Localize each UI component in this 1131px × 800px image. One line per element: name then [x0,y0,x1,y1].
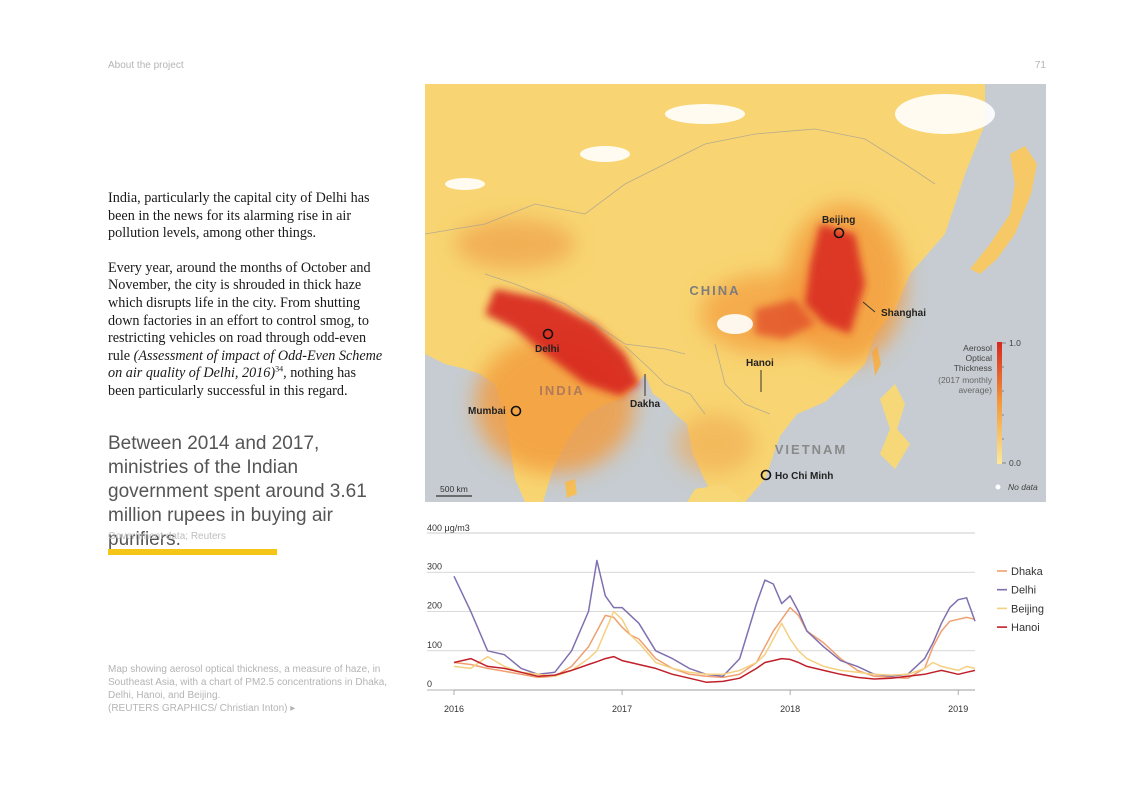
map-label-india: INDIA [539,383,584,398]
legend-gradient [997,342,1002,464]
figure-caption: Map showing aerosol optical thickness, a… [108,663,398,715]
chart-lines [453,559,976,683]
map-borders [425,128,936,415]
marker-beijing [833,227,845,239]
x-tick-label-2018: 2018 [780,704,800,714]
map-haze-high [485,224,865,396]
scale-label: 500 km [440,484,468,494]
series-line-hanoi [453,655,976,683]
map-haze-mid [455,204,905,474]
marker-ho-chi-minh [760,469,772,481]
y-tick-label-0: 0 [427,679,432,689]
city-label-beijing: Beijing [822,215,855,226]
map-legend: Aerosol Optical Thickness (2017 monthly … [938,338,1038,492]
body-text: India, particularly the capital city of … [108,190,383,418]
paragraph-1: India, particularly the capital city of … [108,190,370,242]
caption-credit[interactable]: (REUTERS GRAPHICS/ Christian Inton) ▸ [108,703,296,714]
y-tick-label-200: 200 [427,601,442,611]
map-japan [970,146,1037,274]
series-line-dhaka [453,606,976,679]
x-tick-label-2017: 2017 [612,704,632,714]
legend-label-beijing: Beijing [1011,603,1044,615]
footnote-ref[interactable]: 34 [275,364,284,374]
no-data-swatch [995,484,1001,490]
paragraph-2: Every year, around the months of October… [108,260,383,401]
pull-quote: Between 2014 and 2017, ministries of the… [108,433,367,550]
city-label-delhi: Delhi [535,344,560,355]
map-city-markers [510,227,845,481]
legend-title-1: Aerosol [963,343,992,353]
legend-label-delhi: Delhi [1011,585,1036,597]
map-philippines [880,384,910,469]
legend-max: 1.0 [1009,338,1021,348]
quote-source: Government data; Reuters [108,531,226,542]
leader-shanghai [862,301,876,313]
map-svg: CHINA INDIA VIETNAM Beijing Shanghai Del… [425,84,1046,502]
chart-grid: 0 100 200 300 [427,532,975,691]
caption-text: Map showing aerosol optical thickness, a… [108,664,388,701]
city-label-shanghai: Shanghai [881,308,926,319]
map-no-data-areas [445,94,995,334]
marker-mumbai [510,405,522,417]
paragraph-2-text-b: , nothing has been particularly successf… [108,365,356,399]
legend-label-hanoi: Hanoi [1011,622,1040,634]
map-label-vietnam: VIETNAM [775,442,848,457]
aerosol-map: CHINA INDIA VIETNAM Beijing Shanghai Del… [425,84,1046,502]
running-title: About the project [108,60,184,71]
legend-subtitle-1: (2017 monthly [938,375,993,385]
legend-title-2: Optical [966,353,993,363]
y-tick-label-300: 300 [427,561,442,571]
x-tick-label-2019: 2019 [948,704,968,714]
chart-unit-label: 400 μg/m3 [427,523,470,533]
accent-bar [108,549,277,555]
city-label-ho-chi-minh: Ho Chi Minh [775,471,833,482]
legend-no-data: No data [1008,482,1038,492]
chart-legend: Dhaka Delhi Beijing Hanoi [997,566,1044,634]
series-line-beijing [453,610,976,678]
city-label-mumbai: Mumbai [468,406,506,417]
y-tick-label-100: 100 [427,640,442,650]
city-label-dakha: Dakha [630,399,660,410]
page-number: 71 [1034,60,1046,71]
citation: (Assessment of impact of Odd-Even Scheme… [108,347,383,382]
chart-x-axis: 2016 2017 2018 2019 [444,689,975,714]
chart-svg: 400 μg/m3 0 100 200 300 2016 2017 2018 2019 Dh… [427,523,1044,714]
paragraph-2-text-a: Every year, around the months of October… [108,259,371,364]
map-label-china: CHINA [689,283,740,298]
legend-min: 0.0 [1009,458,1021,468]
map-sumatra [687,484,745,502]
marker-delhi [542,328,554,340]
legend-label-dhaka: Dhaka [1011,566,1044,578]
series-line-delhi [453,559,976,678]
x-tick-label-2016: 2016 [444,704,464,714]
city-label-hanoi: Hanoi [746,358,774,369]
pm25-chart: 400 μg/m3 0 100 200 300 2016 2017 2018 2019 Dh… [420,518,1060,718]
legend-title-3: Thickness [954,363,992,373]
map-srilanka [565,479,577,498]
legend-subtitle-2: average) [958,385,992,395]
